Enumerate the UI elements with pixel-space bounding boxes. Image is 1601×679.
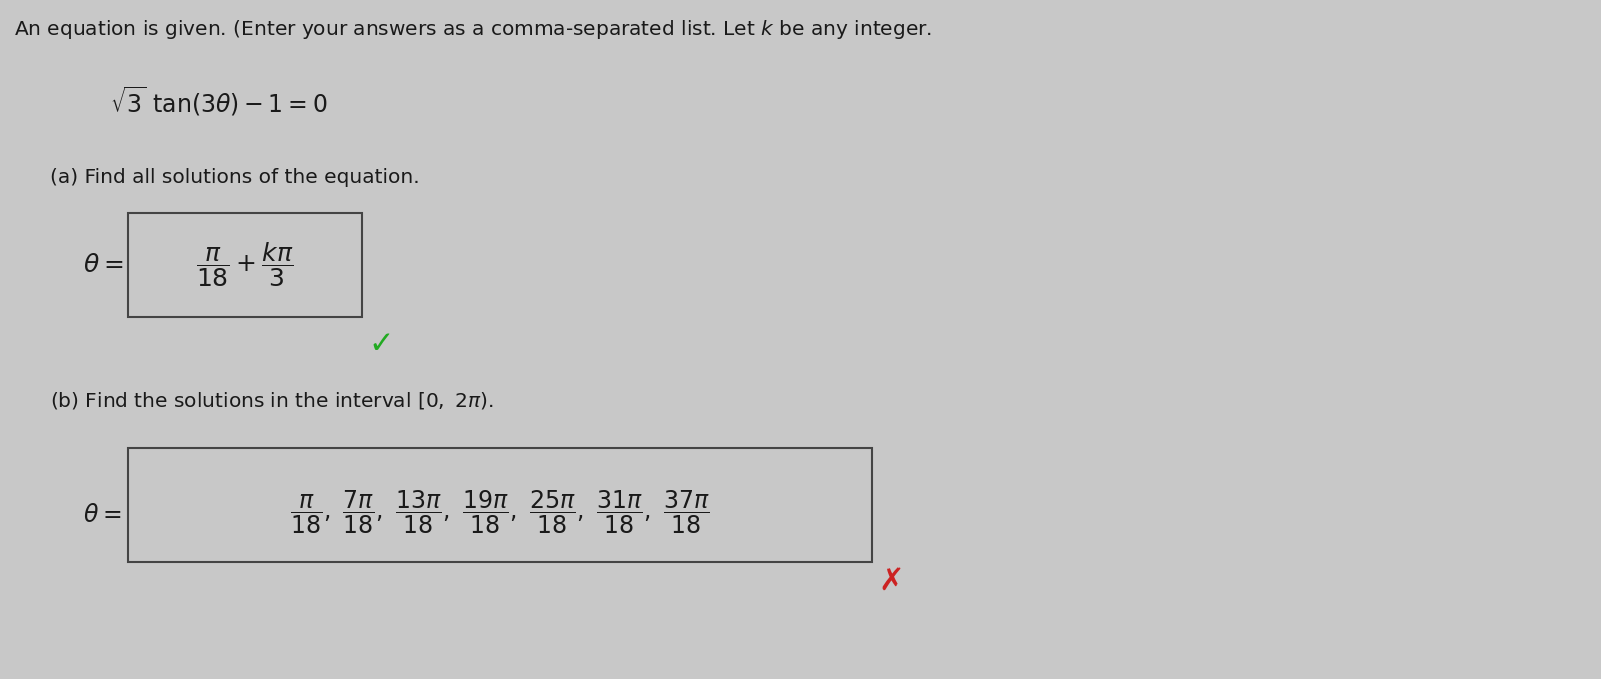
Text: (a) Find all solutions of the equation.: (a) Find all solutions of the equation. [50, 168, 419, 187]
FancyBboxPatch shape [128, 213, 362, 317]
Text: $\theta =$: $\theta =$ [83, 253, 123, 277]
Text: $\dfrac{\pi}{18},\ \dfrac{7\pi}{18},\ \dfrac{13\pi}{18},\ \dfrac{19\pi}{18},\ \d: $\dfrac{\pi}{18},\ \dfrac{7\pi}{18},\ \d… [290, 488, 711, 536]
Text: $\theta =$: $\theta =$ [83, 503, 122, 527]
Text: $\sqrt{3}\ \mathrm{tan}(3\theta) - 1 = 0$: $\sqrt{3}\ \mathrm{tan}(3\theta) - 1 = 0… [110, 85, 327, 118]
FancyBboxPatch shape [128, 448, 873, 562]
Text: ✓: ✓ [368, 330, 394, 359]
Text: $\dfrac{\pi}{18} + \dfrac{k\pi}{3}$: $\dfrac{\pi}{18} + \dfrac{k\pi}{3}$ [197, 240, 293, 289]
Text: ✗: ✗ [877, 567, 903, 596]
Text: (b) Find the solutions in the interval $[0,\ 2\pi)$.: (b) Find the solutions in the interval $… [50, 390, 493, 411]
Text: An equation is given. (Enter your answers as a comma-separated list. Let $k$ be : An equation is given. (Enter your answer… [14, 18, 932, 41]
